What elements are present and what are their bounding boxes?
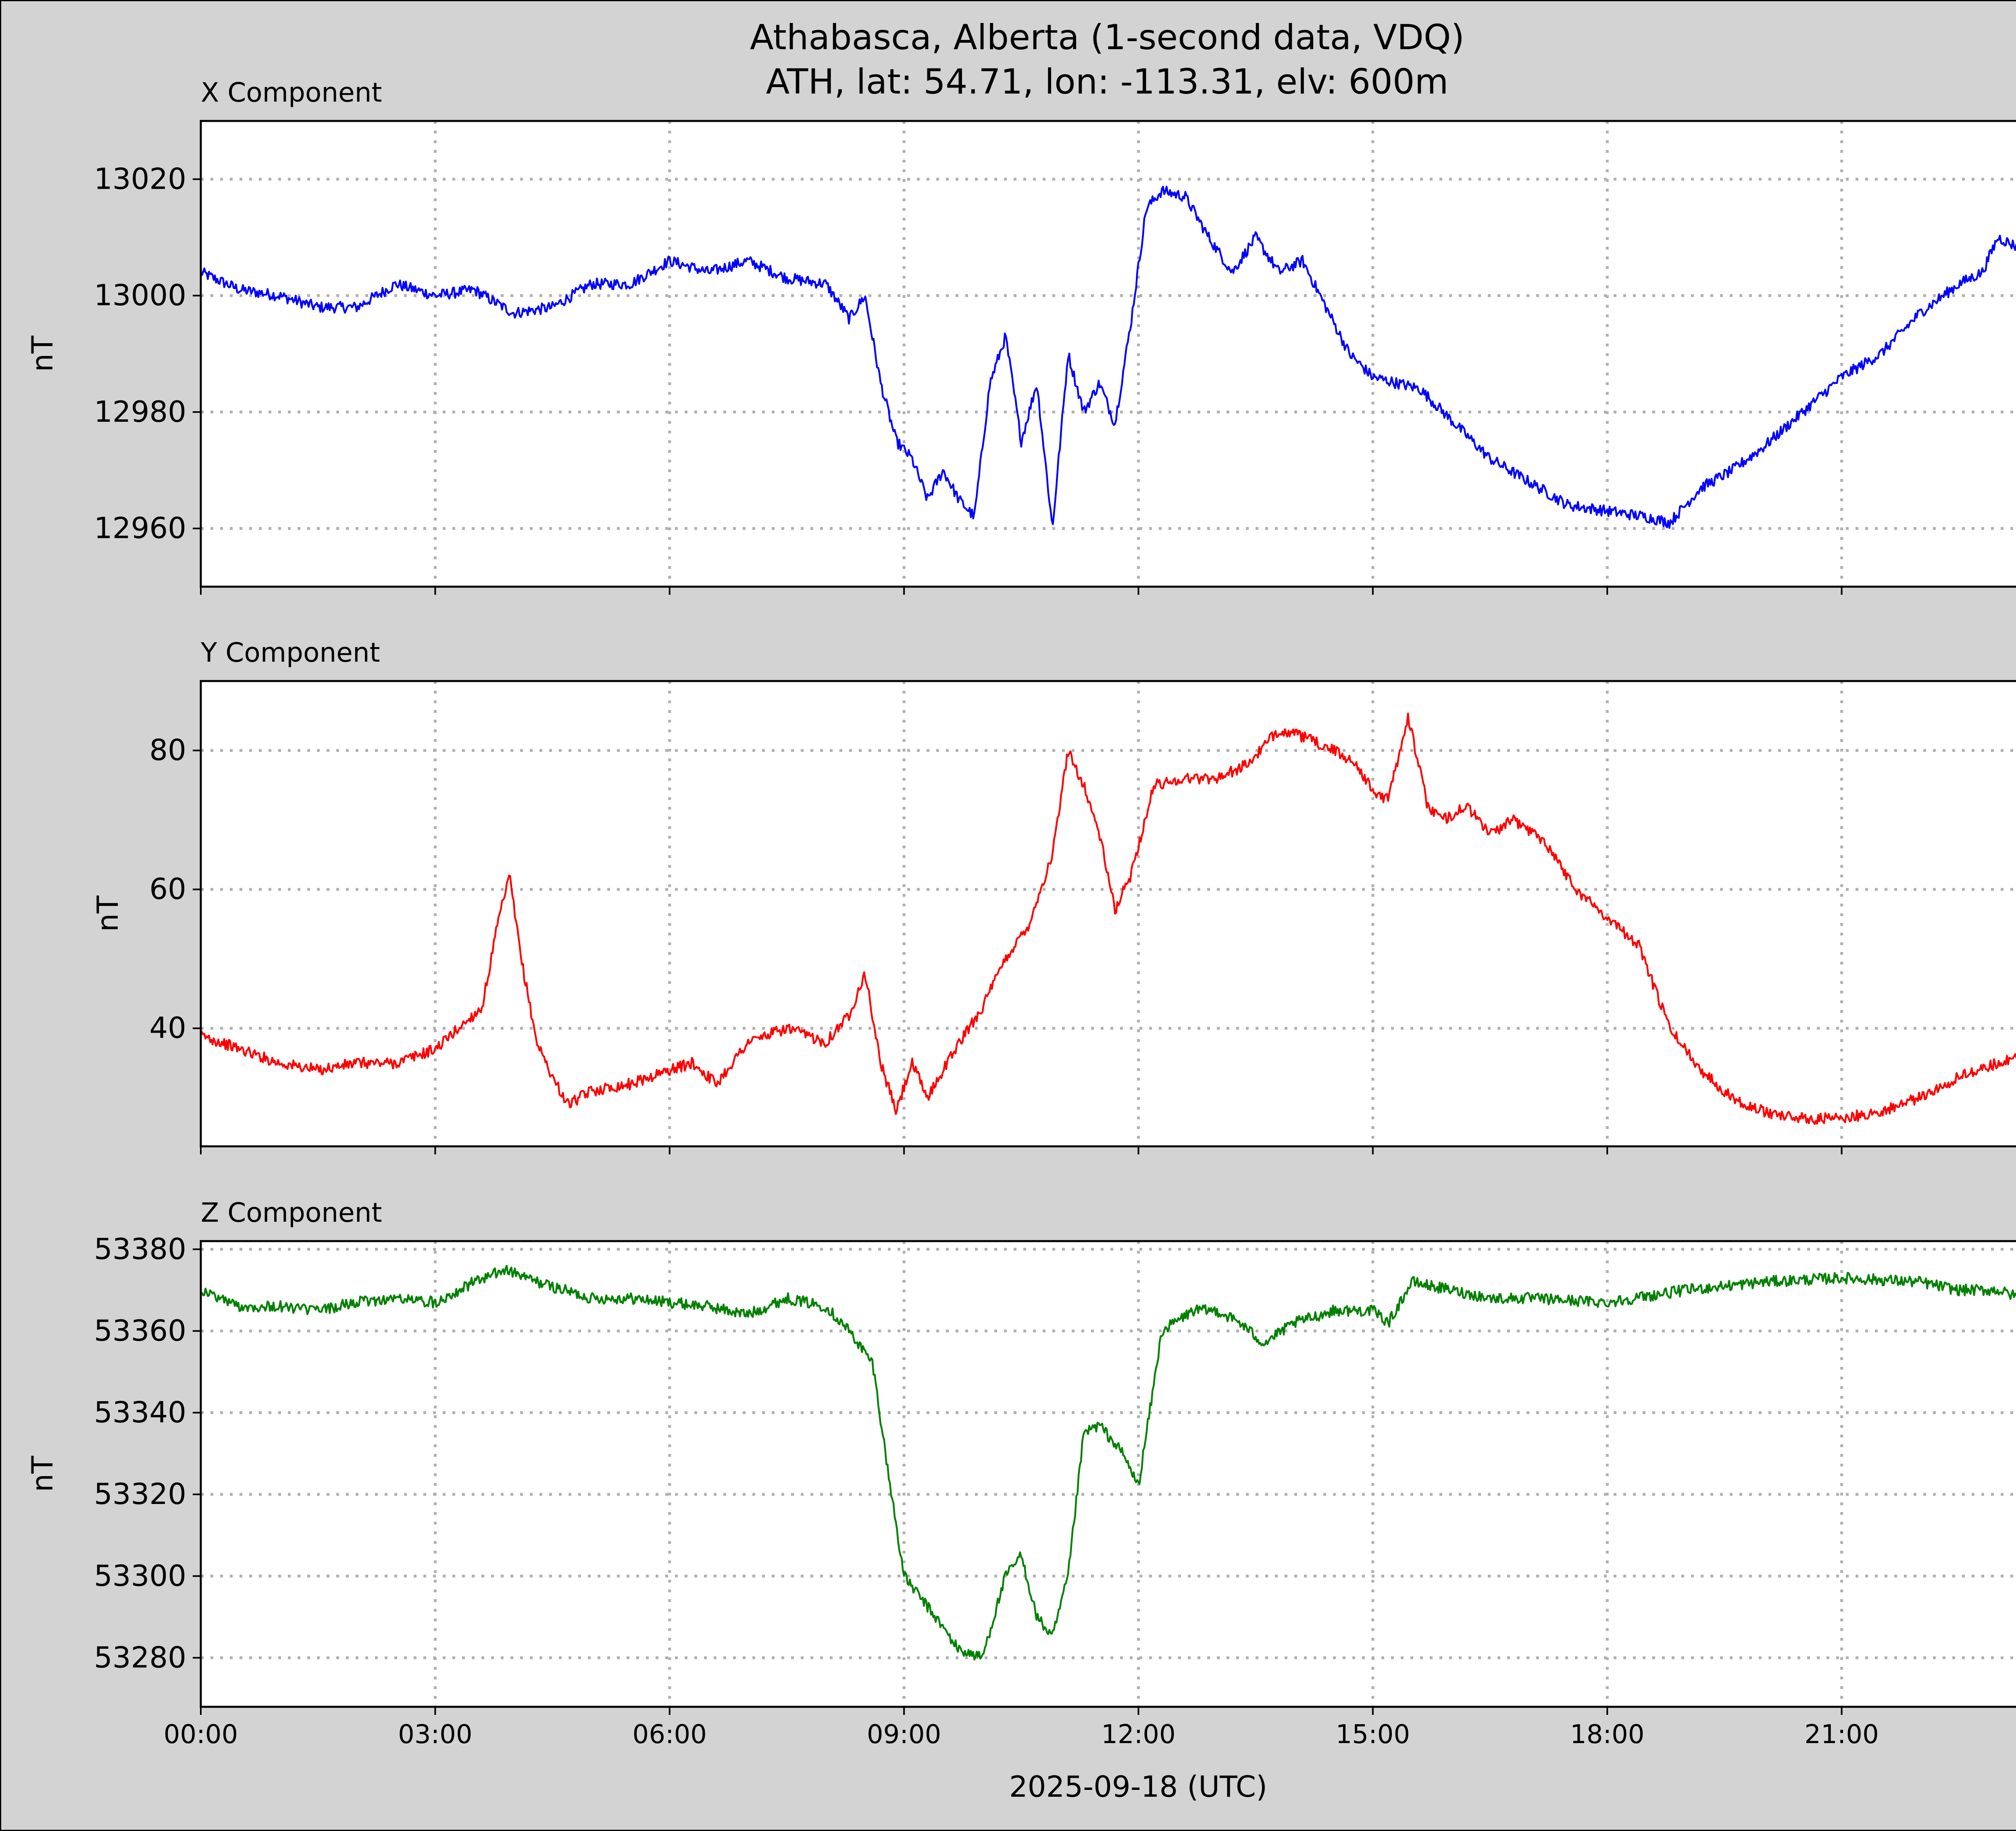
z-component-panel: 00:00 03:00 06:00 09:00 12:00 15:00 18:00 21:00…: [25, 1197, 2016, 1750]
x-axis-label: 2025-09-18 (UTC): [1009, 1770, 1267, 1804]
x-tick-label: 21:00: [1804, 1720, 1879, 1750]
x-component-y-tick-label: 12960: [94, 511, 186, 545]
y-component-y-tick-label: 80: [149, 733, 186, 767]
y-component-series-line: [200, 712, 2016, 1125]
x-tick-label: 15:00: [1336, 1720, 1410, 1750]
x-tick-label: 12:00: [1101, 1720, 1175, 1750]
x-component-series-line: [200, 185, 2016, 529]
z-component-y-axis-label: nT: [25, 1456, 59, 1492]
z-component-y-tick-label: 53320: [94, 1477, 186, 1511]
x-component-plot-area: [201, 121, 2016, 587]
y-component-frame: [200, 680, 2016, 1148]
y-component-title: Y Component: [200, 637, 380, 668]
x-tick-label: 00:00: [164, 1720, 238, 1750]
z-component-y-tick-label: 53360: [94, 1314, 186, 1348]
z-component-y-tick-label: 53280: [94, 1640, 186, 1674]
figure-title-line2: ATH, lat: 54.71, lon: -113.31, elv: 600m: [766, 62, 1449, 102]
x-tick-label: 03:00: [398, 1720, 472, 1750]
z-component-plot-area: [201, 1241, 2016, 1707]
z-component-frame: [200, 1240, 2016, 1708]
x-component-title: X Component: [201, 77, 382, 108]
y-component-panel: 40 60 80 Y Component nT: [91, 637, 2016, 1154]
x-component-y-axis-label: nT: [25, 335, 59, 372]
x-tick-label: 18:00: [1570, 1720, 1644, 1750]
y-component-plot-area: [201, 681, 2016, 1146]
z-component-y-tick-label: 53300: [94, 1559, 186, 1593]
y-component-y-tick-label: 40: [149, 1011, 186, 1045]
figure-title-line1: Athabasca, Alberta (1-second data, VDQ): [750, 17, 1464, 58]
x-component-y-tick-label: 13000: [94, 278, 186, 312]
z-component-series-line: [200, 1264, 2016, 1661]
x-component-y-tick-label: 12980: [94, 395, 186, 429]
x-tick-label: 09:00: [867, 1720, 941, 1750]
x-component-y-tick-label: 13020: [94, 162, 186, 196]
z-component-y-tick-label: 53340: [94, 1396, 186, 1429]
z-component-y-tick-label: 53380: [94, 1232, 186, 1266]
x-component-panel: 12960 12980 13000 13020 X Component nT: [25, 77, 2016, 595]
x-tick-label: 06:00: [633, 1720, 707, 1750]
y-component-y-tick-label: 60: [149, 872, 186, 906]
z-component-title: Z Component: [201, 1197, 382, 1228]
x-component-frame: [200, 120, 2016, 588]
y-component-y-axis-label: nT: [91, 895, 125, 932]
